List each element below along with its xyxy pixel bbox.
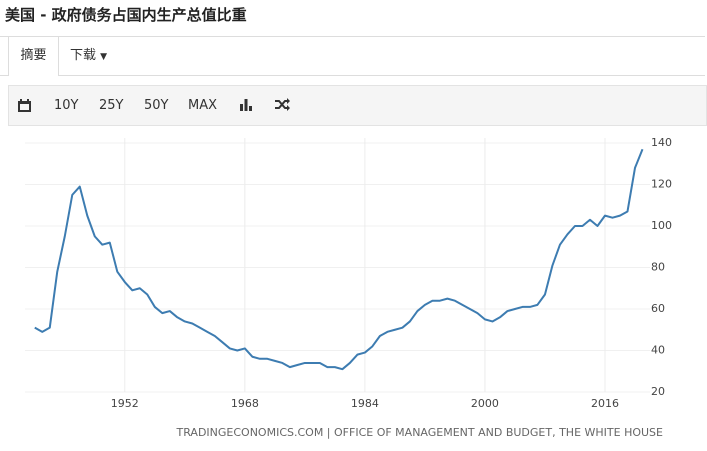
- y-tick-label: 60: [651, 302, 665, 315]
- x-tick-label: 1952: [111, 397, 139, 410]
- calendar-icon[interactable]: [18, 99, 31, 112]
- tab-label[interactable]: 下载: [70, 48, 97, 63]
- x-tick-label: 1984: [351, 397, 379, 410]
- y-tick-label: 80: [651, 261, 665, 274]
- toolbar: 10Y 25Y 50Y MAX: [8, 85, 707, 126]
- y-tick-label: 100: [651, 219, 672, 232]
- tab[interactable]: 摘要: [8, 37, 59, 76]
- data-line: [34, 148, 644, 371]
- x-tick-label: 2016: [591, 397, 619, 410]
- bar-icon[interactable]: [240, 99, 252, 111]
- x-tick-label: 1968: [231, 397, 259, 410]
- range-button[interactable]: 50Y: [144, 98, 169, 113]
- y-tick-label: 20: [651, 385, 665, 398]
- source: TRADINGECONOMICS.COM | OFFICE OF MANAGEM…: [176, 426, 664, 439]
- range-button[interactable]: 10Y: [54, 98, 79, 113]
- tab-bar: 摘要 下载 ▼: [0, 36, 705, 76]
- tab[interactable]: 下载 ▼: [70, 37, 107, 75]
- range-button[interactable]: MAX: [188, 98, 218, 113]
- caret: ▼: [100, 52, 108, 62]
- y-tick-label: 40: [651, 344, 665, 357]
- range-button[interactable]: 25Y: [99, 98, 124, 113]
- shuffle-icon[interactable]: [275, 98, 290, 111]
- x-tick-label: 2000: [471, 397, 499, 410]
- page-title: 美国 - 政府债务占国内生产总值比重: [5, 6, 247, 24]
- y-tick-label: 140: [651, 136, 672, 149]
- y-tick-label: 120: [651, 178, 672, 191]
